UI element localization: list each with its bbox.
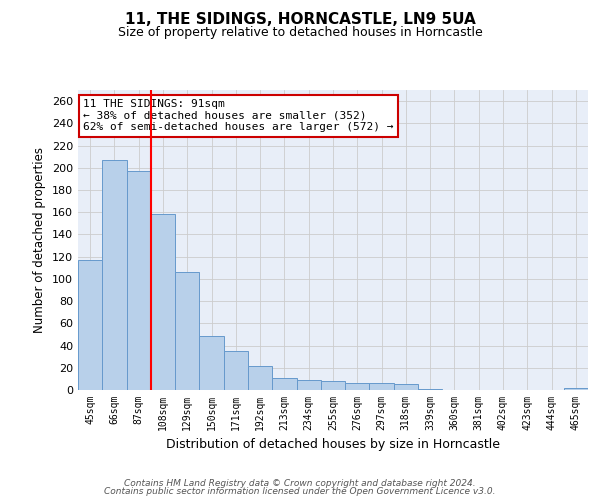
Text: Size of property relative to detached houses in Horncastle: Size of property relative to detached ho… — [118, 26, 482, 39]
X-axis label: Distribution of detached houses by size in Horncastle: Distribution of detached houses by size … — [166, 438, 500, 452]
Bar — [175, 272, 199, 390]
Bar — [564, 388, 588, 390]
Bar — [199, 336, 224, 390]
Bar — [248, 366, 272, 390]
Bar — [418, 389, 442, 390]
Bar — [296, 380, 321, 390]
Bar — [151, 214, 175, 390]
Text: 11, THE SIDINGS, HORNCASTLE, LN9 5UA: 11, THE SIDINGS, HORNCASTLE, LN9 5UA — [125, 12, 475, 28]
Bar — [224, 351, 248, 390]
Bar — [370, 384, 394, 390]
Bar — [127, 171, 151, 390]
Text: Contains HM Land Registry data © Crown copyright and database right 2024.: Contains HM Land Registry data © Crown c… — [124, 478, 476, 488]
Y-axis label: Number of detached properties: Number of detached properties — [34, 147, 46, 333]
Bar — [78, 260, 102, 390]
Bar — [345, 384, 370, 390]
Bar — [321, 381, 345, 390]
Text: Contains public sector information licensed under the Open Government Licence v3: Contains public sector information licen… — [104, 488, 496, 496]
Bar — [272, 378, 296, 390]
Text: 11 THE SIDINGS: 91sqm
← 38% of detached houses are smaller (352)
62% of semi-det: 11 THE SIDINGS: 91sqm ← 38% of detached … — [83, 99, 394, 132]
Bar — [102, 160, 127, 390]
Bar — [394, 384, 418, 390]
